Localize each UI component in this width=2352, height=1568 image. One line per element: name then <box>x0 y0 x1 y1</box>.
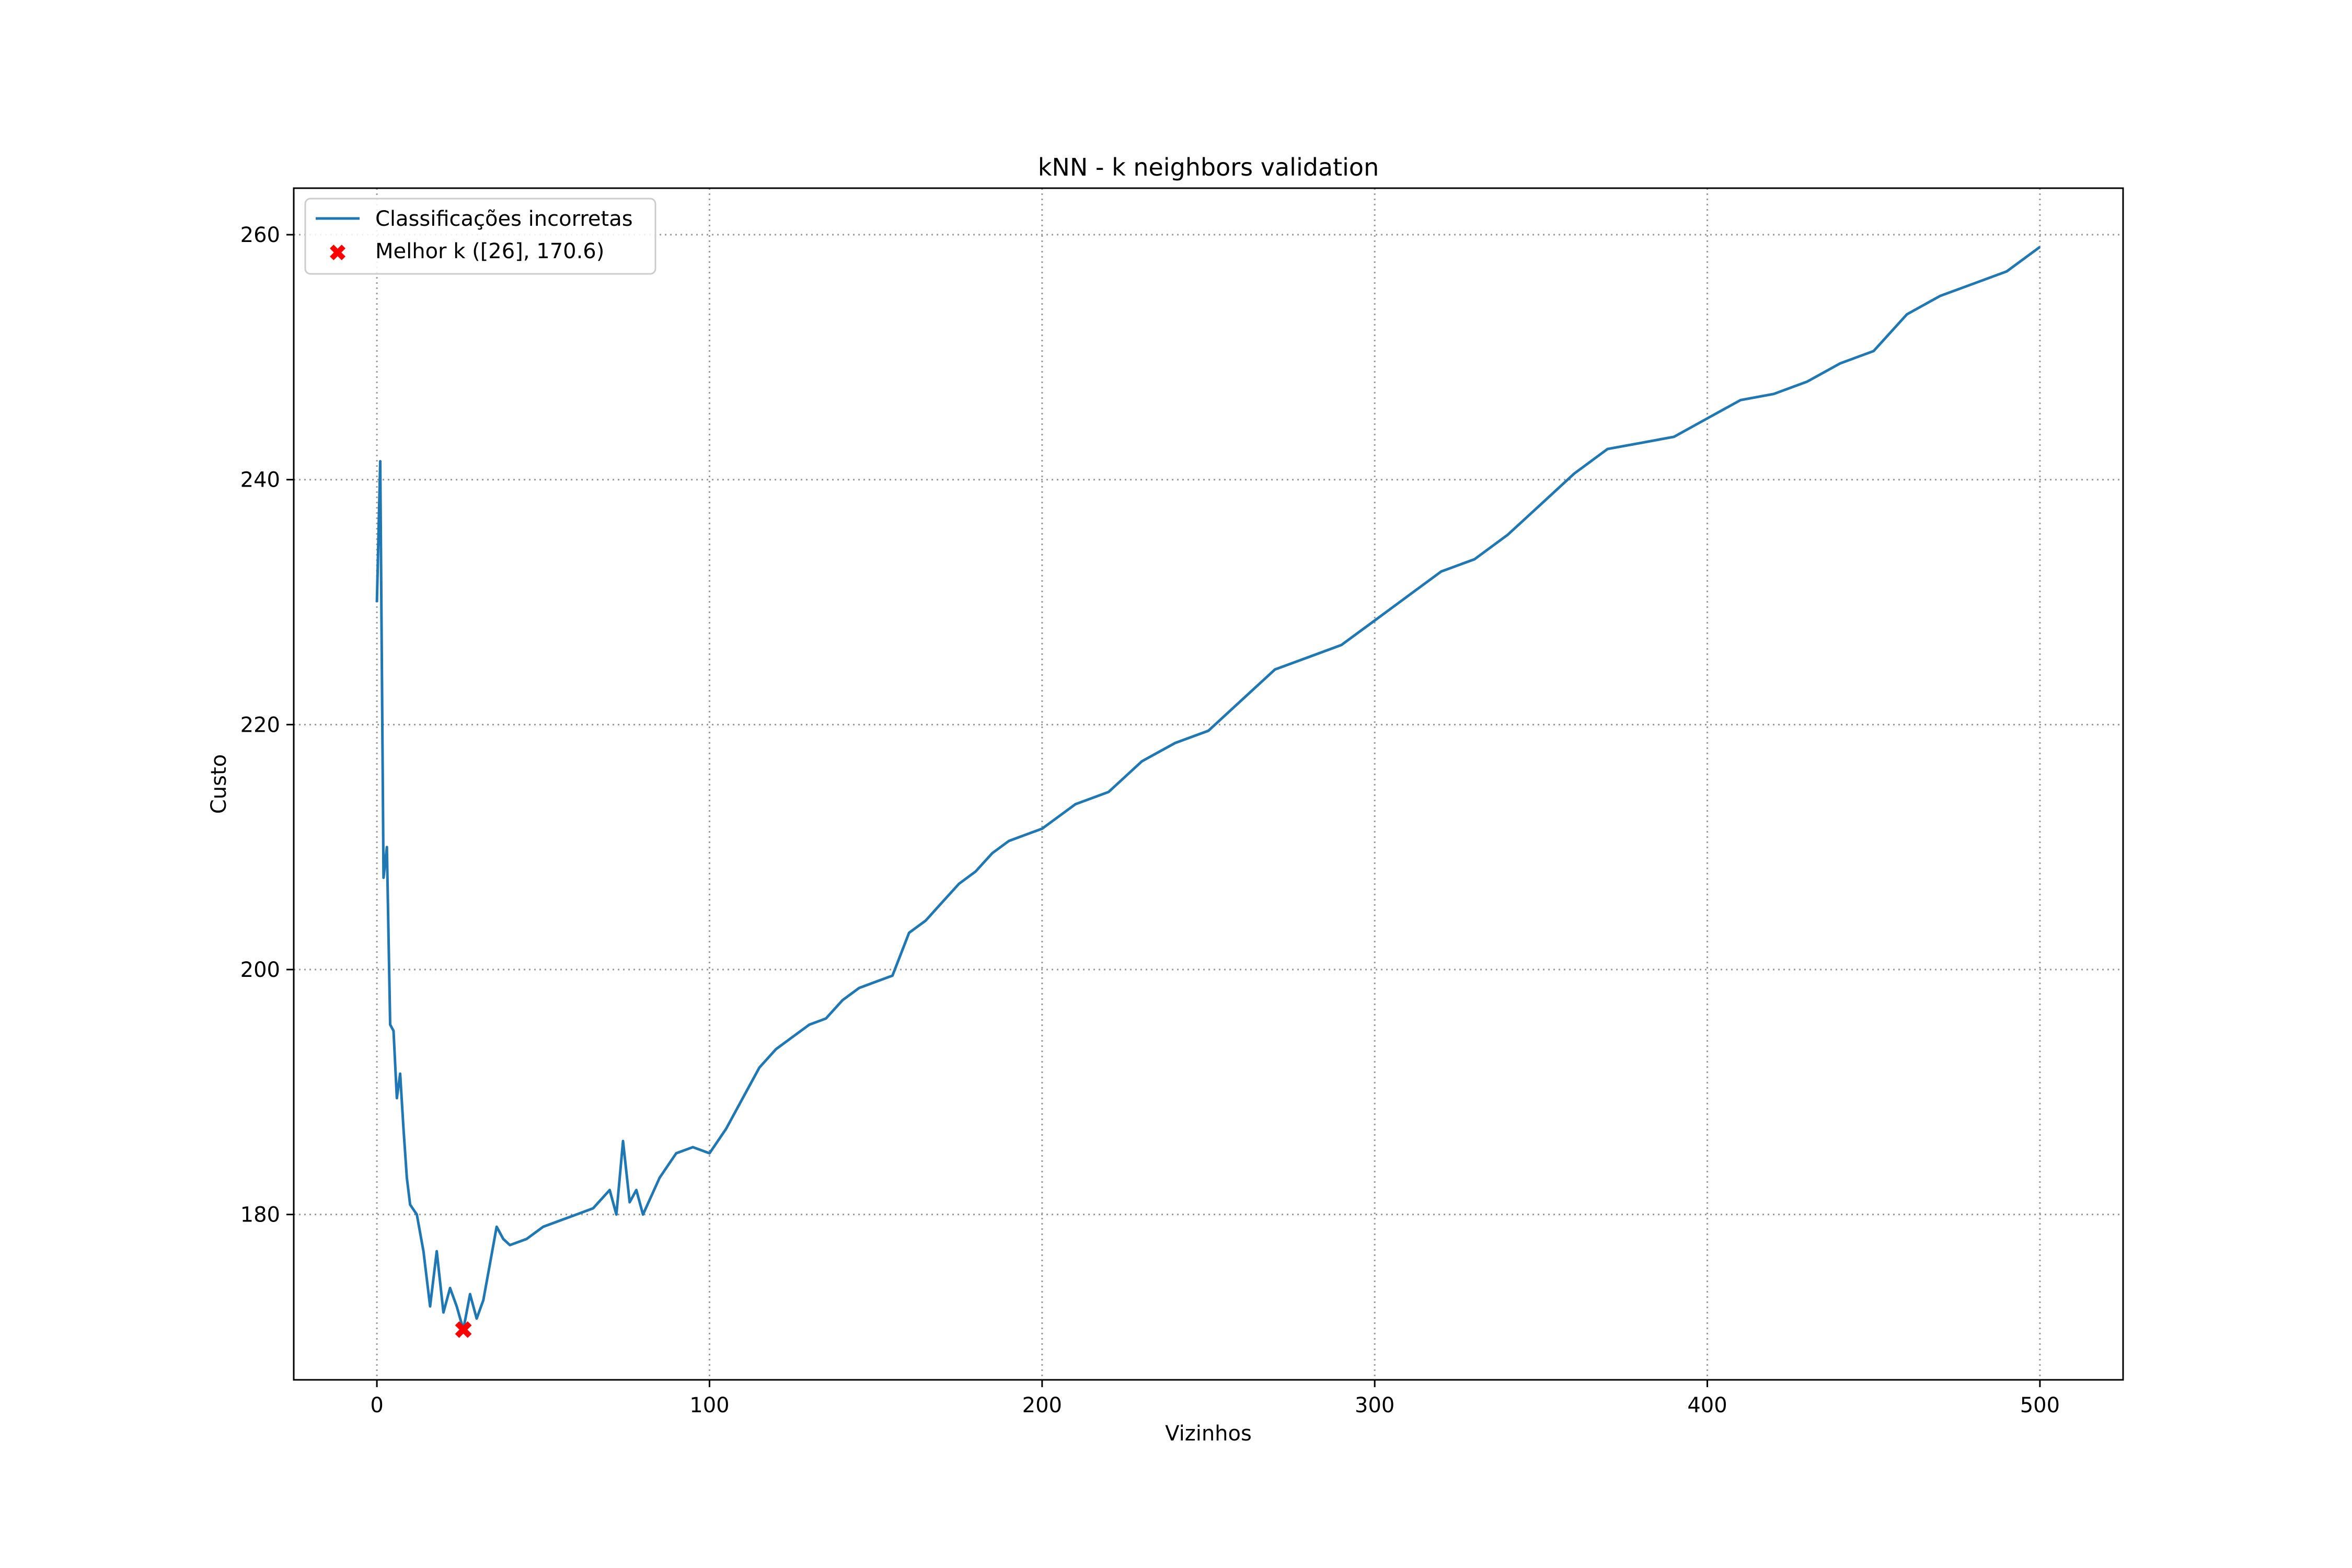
axis-ticks: 0 100 200 300 400 500 180 200 220 240 260 <box>240 223 2060 1417</box>
best-k-legend-symbol <box>330 245 345 260</box>
legend-best-label: Melhor k ([26], 170.6) <box>375 239 604 263</box>
legend-box <box>304 198 656 275</box>
legend: Classificações incorretas Melhor k ([26]… <box>304 198 656 275</box>
series-line <box>375 246 2041 1331</box>
legend-series-label: Classificações incorretas <box>375 207 633 231</box>
plot-area-frame <box>293 187 2124 1381</box>
x-tick-label: 200 <box>1022 1393 1062 1417</box>
y-tick-label: 240 <box>240 468 280 492</box>
x-tick-label: 0 <box>370 1393 383 1417</box>
y-tick-label: 220 <box>240 713 280 737</box>
grid <box>294 188 2123 1380</box>
x-axis-label: Vizinhos <box>1165 1422 1252 1446</box>
x-tick-label: 300 <box>1355 1393 1394 1417</box>
y-axis-label: Custo <box>207 754 231 814</box>
y-tick-label: 260 <box>240 223 280 247</box>
legend-best-marker <box>330 245 345 260</box>
y-tick-label: 200 <box>240 958 280 982</box>
x-tick-label: 400 <box>1687 1393 1727 1417</box>
best-k-marker <box>455 1321 472 1338</box>
series-layer <box>375 246 2041 1338</box>
x-tick-label: 500 <box>2020 1393 2060 1417</box>
chart-title: kNN - k neighbors validation <box>1038 153 1379 181</box>
y-tick-label: 180 <box>240 1203 280 1227</box>
x-tick-label: 100 <box>689 1393 729 1417</box>
